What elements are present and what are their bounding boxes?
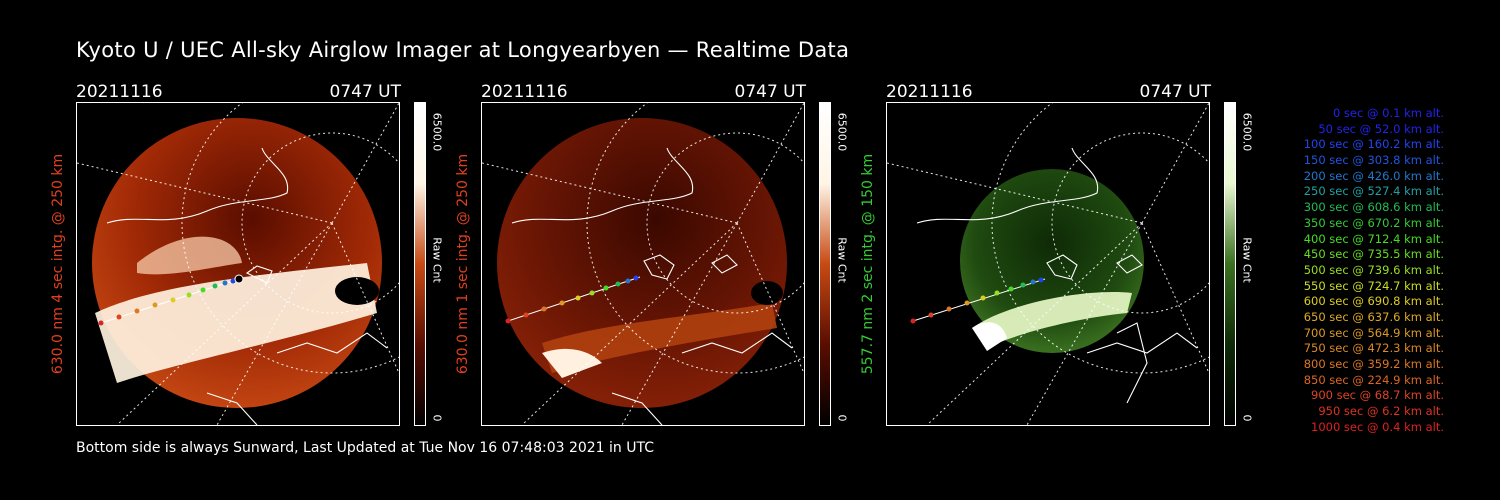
panel-date: 20211116 xyxy=(76,82,163,102)
colorbar xyxy=(819,102,831,426)
colorbar-min-text: 0 xyxy=(430,414,444,422)
panel-ylabel-text: 630.0 nm 4 sec intg. @ 250 km xyxy=(50,153,66,375)
legend-row: 650 sec @ 637.6 km alt. xyxy=(1303,309,1444,324)
panel-time: 0747 UT xyxy=(1139,82,1212,102)
panel-date: 20211116 xyxy=(886,82,973,102)
colorbar-unit: Raw Cnt xyxy=(833,230,851,290)
allsky-image xyxy=(481,102,805,426)
page-title: Kyoto U / UEC All-sky Airglow Imager at … xyxy=(76,38,850,62)
panel-ylabel-text: 557.7 nm 2 sec intg. @ 150 km xyxy=(860,153,876,375)
legend-row: 450 sec @ 735.5 km alt. xyxy=(1303,247,1444,262)
colorbar xyxy=(414,102,426,426)
colorbar-max-text: 6500.0 xyxy=(1240,112,1254,152)
legend-row: 50 sec @ 52.0 km alt. xyxy=(1318,121,1444,136)
colorbar-min-text: 0 xyxy=(1240,414,1254,422)
colorbar-max-text: 6500.0 xyxy=(430,112,444,152)
legend-row: 700 sec @ 564.9 km alt. xyxy=(1303,325,1444,340)
legend-row: 550 sec @ 724.7 km alt. xyxy=(1303,278,1444,293)
legend-row: 250 sec @ 527.4 km alt. xyxy=(1303,184,1444,199)
legend-row: 400 sec @ 712.4 km alt. xyxy=(1303,231,1444,246)
panel-ylabel: 630.0 nm 1 sec intg. @ 250 km xyxy=(451,102,475,426)
colorbar-min: 0 xyxy=(428,410,446,426)
colorbar-min: 0 xyxy=(1238,410,1256,426)
trajectory-dots xyxy=(910,277,1044,324)
panel-time: 0747 UT xyxy=(329,82,402,102)
colorbar-max-text: 6500.0 xyxy=(835,112,849,152)
colorbar-unit-text: Raw Cnt xyxy=(430,237,444,283)
legend-row: 1000 sec @ 0.4 km alt. xyxy=(1311,419,1444,434)
colorbar-unit-text: Raw Cnt xyxy=(835,237,849,283)
colorbar-unit: Raw Cnt xyxy=(428,230,446,290)
colorbar-min: 0 xyxy=(833,410,851,426)
panel-ylabel: 557.7 nm 2 sec intg. @ 150 km xyxy=(856,102,880,426)
panel-date: 20211116 xyxy=(481,82,568,102)
legend-row: 300 sec @ 608.6 km alt. xyxy=(1303,200,1444,215)
panel-time: 0747 UT xyxy=(734,82,807,102)
colorbar-max: 6500.0 xyxy=(833,102,851,162)
panel-ylabel: 630.0 nm 4 sec intg. @ 250 km xyxy=(46,102,70,426)
legend-row: 600 sec @ 690.8 km alt. xyxy=(1303,294,1444,309)
colorbar-max: 6500.0 xyxy=(428,102,446,162)
allsky-image xyxy=(886,102,1210,426)
colorbar xyxy=(1224,102,1236,426)
legend-row: 800 sec @ 359.2 km alt. xyxy=(1303,357,1444,371)
legend-row: 850 sec @ 224.9 km alt. xyxy=(1303,372,1444,387)
legend-row: 750 sec @ 472.3 km alt. xyxy=(1303,341,1444,356)
panel-630nm-1sec: 20211116 0747 UT 630.0 nm 1 sec intg. @ … xyxy=(455,80,881,432)
legend-row: 0 sec @ 0.1 km alt. xyxy=(1332,106,1444,120)
colorbar-min-text: 0 xyxy=(835,414,849,422)
allsky-image xyxy=(76,102,400,426)
panel-557nm-2sec: 20211116 0747 UT 557.7 nm 2 sec intg. @ … xyxy=(860,80,1286,432)
legend-row: 100 sec @ 160.2 km alt. xyxy=(1303,137,1444,152)
trajectory-dots xyxy=(98,274,244,326)
legend-row: 150 sec @ 303.8 km alt. xyxy=(1303,153,1444,168)
legend-row: 350 sec @ 670.2 km alt. xyxy=(1303,215,1444,230)
footer-note: Bottom side is always Sunward, Last Upda… xyxy=(76,440,654,456)
colorbar-max: 6500.0 xyxy=(1238,102,1256,162)
panel-630nm-4sec: 20211116 0747 UT 630.0 nm 4 sec intg. @ … xyxy=(50,80,476,432)
legend-row: 500 sec @ 739.6 km alt. xyxy=(1303,262,1444,277)
trajectory-dots xyxy=(505,275,639,324)
colorbar-unit-text: Raw Cnt xyxy=(1240,237,1254,283)
legend-row: 200 sec @ 426.0 km alt. xyxy=(1303,168,1444,183)
panel-ylabel-text: 630.0 nm 1 sec intg. @ 250 km xyxy=(455,153,471,375)
colorbar-unit: Raw Cnt xyxy=(1238,230,1256,290)
legend-row: 900 sec @ 68.7 km alt. xyxy=(1311,388,1444,403)
legend-row: 950 sec @ 6.2 km alt. xyxy=(1318,404,1444,419)
time-altitude-legend: 0 sec @ 0.1 km alt. 50 sec @ 52.0 km alt… xyxy=(1262,106,1444,435)
